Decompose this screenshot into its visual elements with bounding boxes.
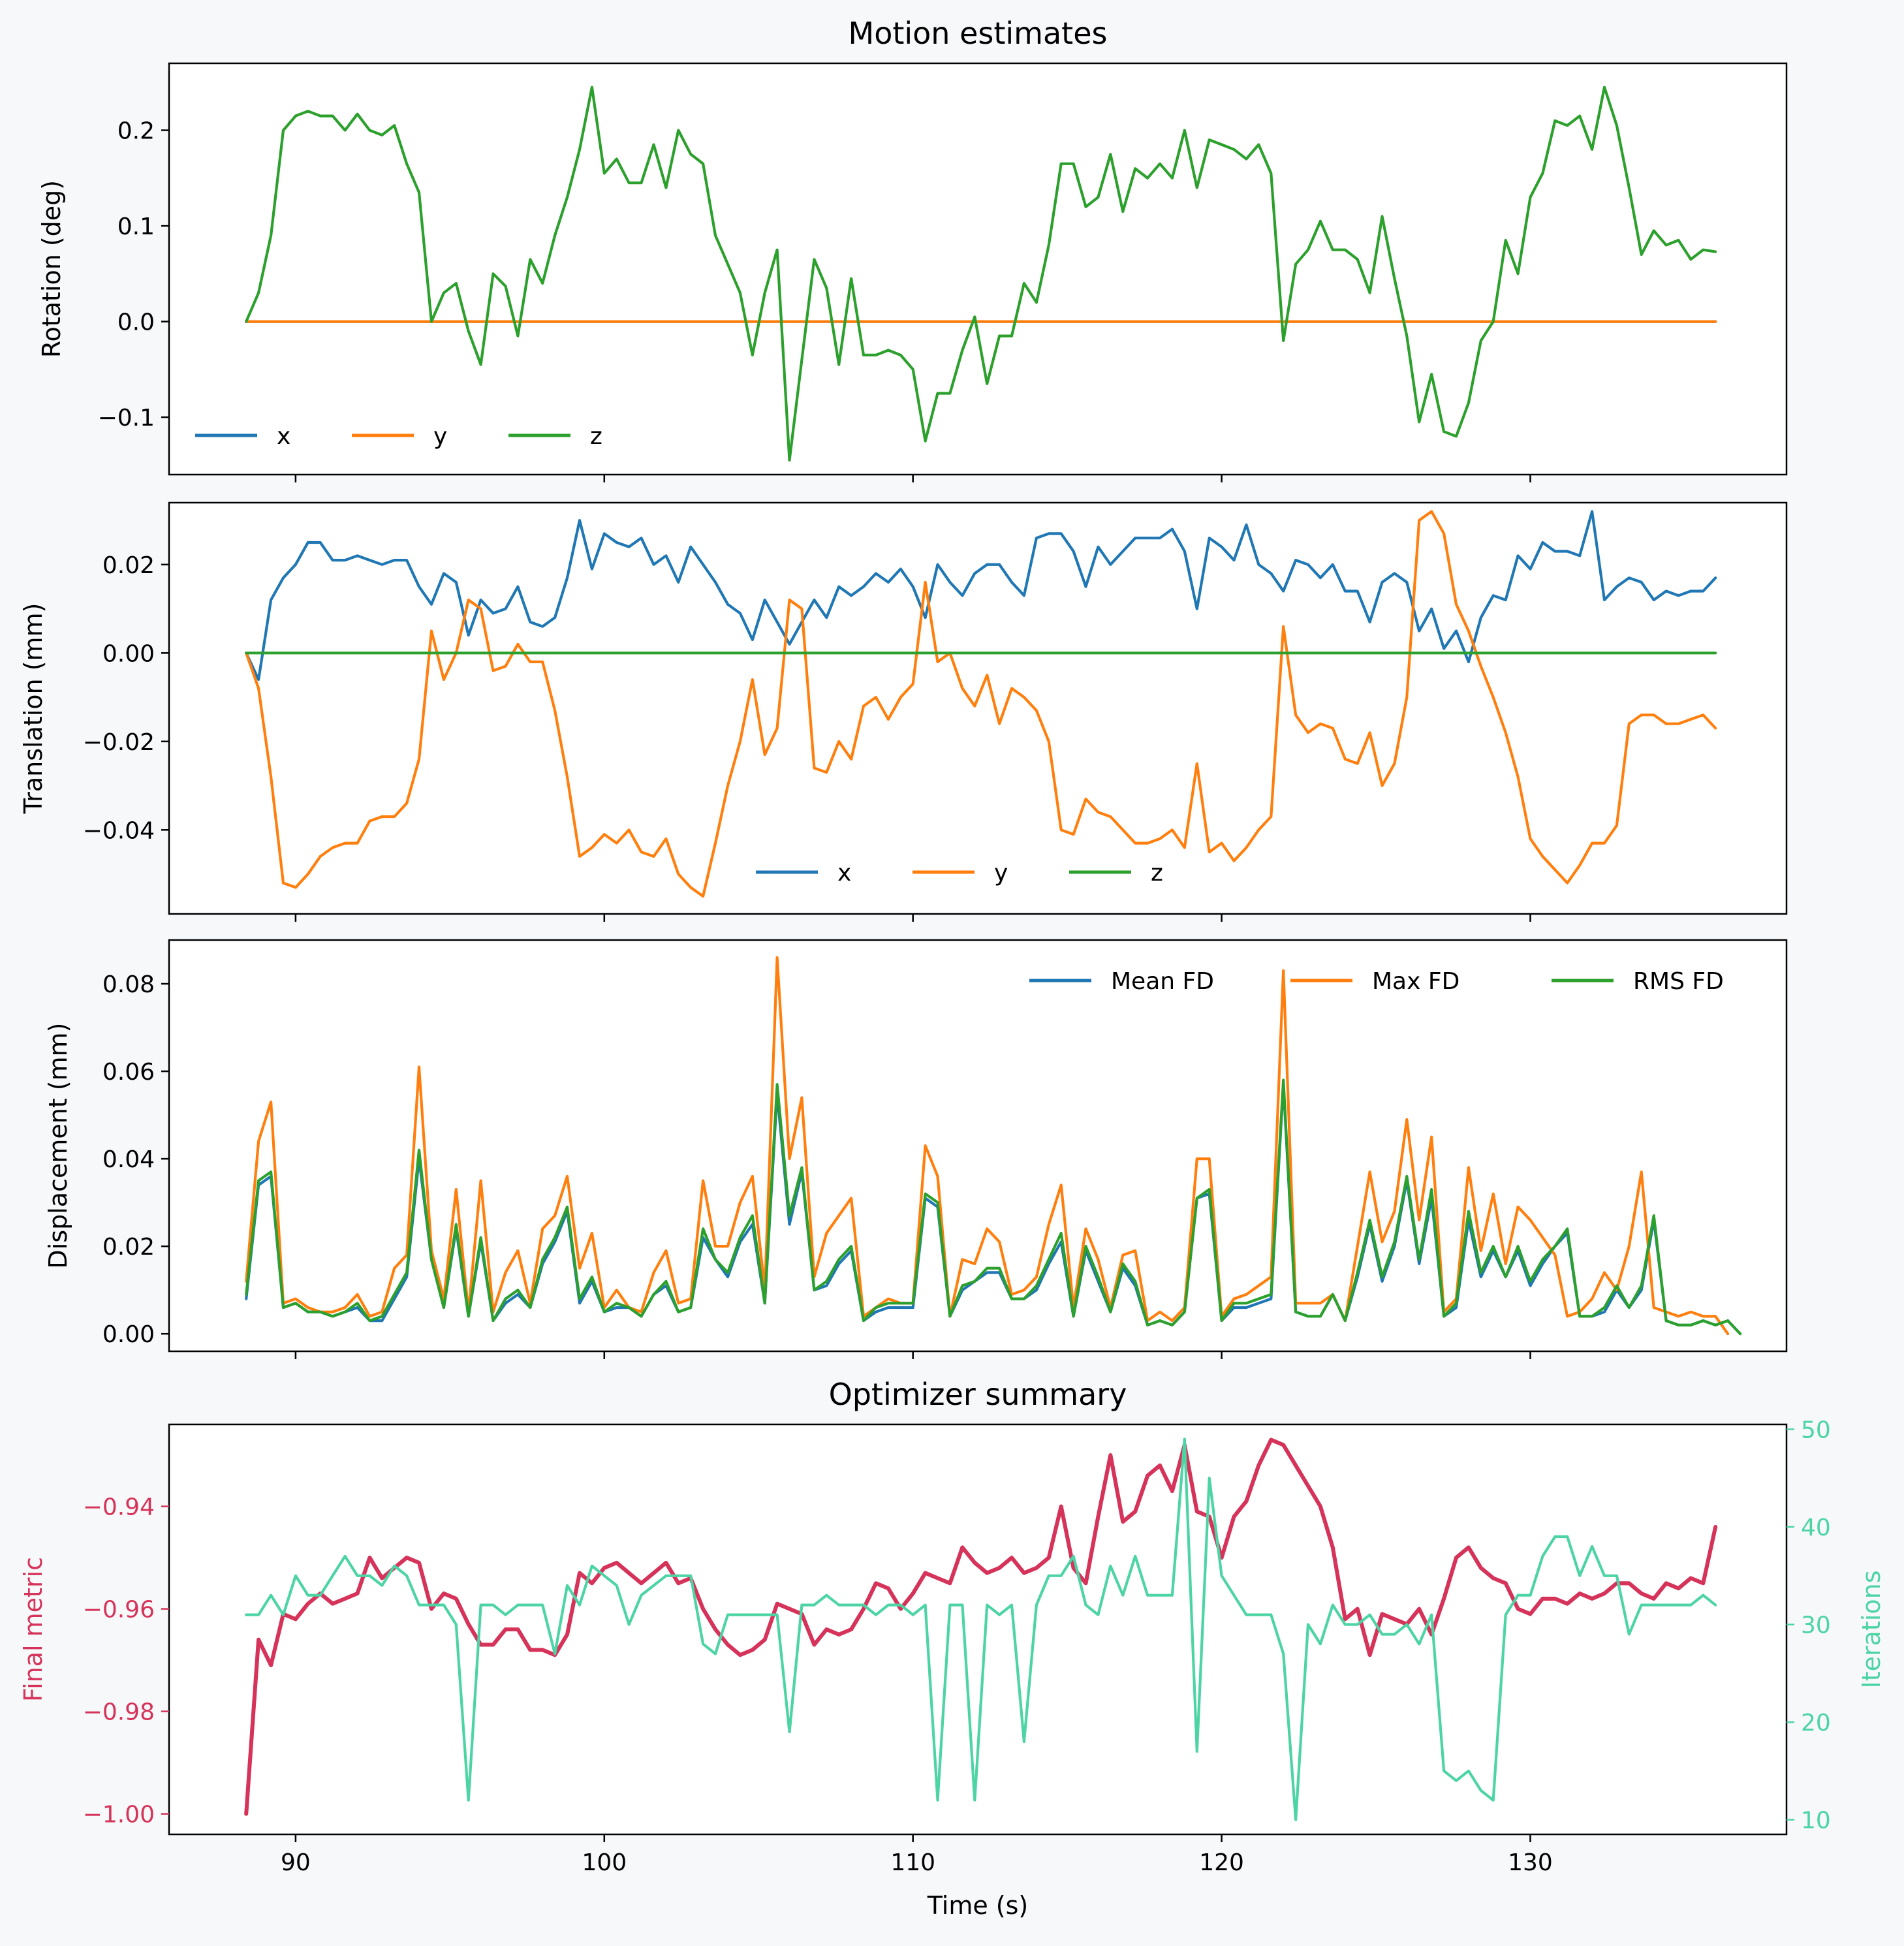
y-tick-label: −0.94: [83, 1494, 155, 1521]
y-right-tick-label: 10: [1801, 1808, 1831, 1834]
y-tick-label: 0.2: [117, 118, 155, 145]
legend-label: RMS FD: [1633, 968, 1724, 995]
panel-title: Motion estimates: [849, 16, 1108, 51]
legend-label: Mean FD: [1111, 968, 1214, 995]
series-lines: [244, 1437, 1718, 1821]
legend-label: y: [994, 860, 1008, 887]
panel-rotation: Motion estimates Rotation (deg) −0.1 0.0 0…: [37, 16, 1788, 482]
y-axis-label-right: Iterations: [1857, 1571, 1886, 1689]
y-ticks: −0.1 0.0 0.1 0.2: [98, 118, 169, 432]
y-axis-label: Final metric: [19, 1557, 48, 1702]
x-ticks: [294, 475, 1531, 482]
y-tick-label: 0.08: [102, 971, 155, 998]
y-tick-label: 0.04: [102, 1146, 155, 1173]
series-lines: [245, 86, 1717, 462]
plot-frame: [168, 62, 1788, 476]
y-ticks: −1.00 −0.98 −0.96 −0.94: [83, 1494, 169, 1828]
series-line-y: [245, 510, 1717, 898]
y-tick-label: 0.02: [102, 552, 155, 579]
legend-label: z: [590, 423, 602, 450]
legend-label: y: [433, 423, 447, 450]
y-tick-label: 0.02: [102, 1234, 155, 1261]
legend-label: x: [277, 423, 290, 450]
x-tick-label: 100: [582, 1849, 627, 1876]
series-line-x: [245, 510, 1717, 682]
y-tick-label: 0.1: [117, 213, 155, 240]
y-right-tick-label: 50: [1801, 1417, 1831, 1443]
x-axis-label: Time (s): [927, 1891, 1029, 1920]
series-line-rms-fd: [245, 1078, 1742, 1336]
x-ticks: 90 100 110 120 130: [281, 1834, 1553, 1876]
panel-title: Optimizer summary: [829, 1377, 1127, 1412]
y-tick-label: −1.00: [83, 1802, 155, 1828]
y-right-tick-label: 40: [1801, 1514, 1831, 1541]
legend: x y z: [756, 860, 1163, 887]
legend: x y z: [195, 423, 602, 450]
plot-frame: [168, 501, 1788, 915]
y-right-tick-label: 30: [1801, 1612, 1831, 1639]
x-tick-label: 130: [1508, 1849, 1553, 1876]
x-tick-label: 110: [890, 1849, 935, 1876]
y-axis-label: Rotation (deg): [37, 180, 66, 358]
x-ticks: [294, 914, 1531, 922]
legend: Mean FD Max FD RMS FD: [1029, 968, 1724, 995]
series-line-iterations: [245, 1437, 1717, 1821]
y-tick-label: 0.00: [102, 640, 155, 667]
x-tick-label: 90: [281, 1849, 311, 1876]
y-tick-label: −0.98: [83, 1699, 155, 1726]
legend-label: Max FD: [1372, 968, 1459, 995]
y-ticks: 0.00 0.02 0.04 0.06 0.08: [102, 971, 169, 1348]
y-axis-label: Displacement (mm): [44, 1023, 72, 1269]
y-tick-label: −0.1: [98, 405, 155, 432]
series-line-final-metric: [244, 1437, 1718, 1816]
x-tick-label: 120: [1199, 1849, 1244, 1876]
panel-displacement: Displacement (mm) 0.00 0.02 0.04 0.06 0.08 M…: [44, 939, 1788, 1359]
y-tick-label: −0.96: [83, 1597, 155, 1624]
panel-optimizer: Optimizer summary Final metric Iteration…: [19, 1377, 1886, 1920]
x-ticks: [294, 1351, 1531, 1359]
plot-frame: [168, 939, 1788, 1353]
panel-translation: Translation (mm) −0.04 −0.02 0.00 0.02 x y z: [19, 501, 1788, 922]
y-tick-label: −0.04: [83, 817, 155, 844]
y-ticks-right: 10 20 30 40 50: [1787, 1417, 1831, 1834]
series-line-z: [245, 86, 1717, 462]
y-tick-label: 0.0: [117, 309, 155, 336]
series-lines: [245, 510, 1717, 898]
legend-label: z: [1151, 860, 1163, 887]
y-tick-label: −0.02: [83, 729, 155, 756]
y-axis-label: Translation (mm): [19, 603, 48, 815]
y-tick-label: 0.06: [102, 1059, 155, 1086]
y-ticks: −0.04 −0.02 0.00 0.02: [83, 552, 169, 844]
y-tick-label: 0.00: [102, 1321, 155, 1348]
y-right-tick-label: 20: [1801, 1710, 1831, 1736]
series-lines: [245, 956, 1742, 1336]
legend-label: x: [837, 860, 851, 887]
